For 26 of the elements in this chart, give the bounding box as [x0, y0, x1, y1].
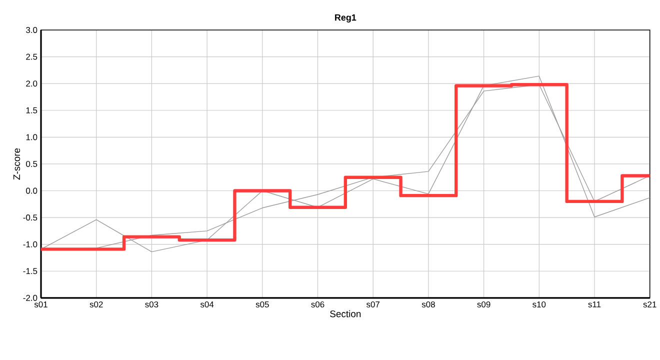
x-tick-label: s21 — [643, 301, 656, 308]
x-tick-label: s09 — [477, 301, 490, 308]
chart-title: Reg1 — [335, 14, 356, 23]
x-axis-title: Section — [330, 310, 361, 318]
y-tick-label: 3.0 — [26, 27, 38, 34]
y-tick-label: 0.0 — [26, 188, 38, 194]
y-tick-label: -1.0 — [23, 241, 38, 248]
x-tick-label: s10 — [532, 301, 546, 308]
y-tick-label: 1.0 — [26, 134, 38, 140]
x-tick-label: s11 — [588, 301, 601, 308]
y-tick-label: 1.5 — [26, 107, 38, 114]
x-tick-label: s01 — [34, 301, 48, 308]
y-tick-label: -2.0 — [23, 294, 38, 301]
y-tick-label: 2.0 — [26, 80, 38, 87]
x-tick-label: s05 — [256, 301, 269, 308]
y-tick-label: 2.5 — [26, 54, 38, 60]
y-tick-label: -0.5 — [23, 214, 38, 221]
x-tick-label: s04 — [200, 301, 214, 308]
y-tick-label: -1.5 — [23, 268, 38, 274]
x-tick-label: s07 — [366, 301, 380, 308]
x-tick-label: s02 — [90, 301, 103, 308]
y-axis-title: Z-score — [13, 148, 20, 180]
x-tick-label: s06 — [311, 301, 324, 308]
x-tick-label: s03 — [145, 301, 158, 308]
y-tick-label: 0.5 — [26, 161, 38, 167]
x-tick-label: s08 — [422, 301, 435, 308]
